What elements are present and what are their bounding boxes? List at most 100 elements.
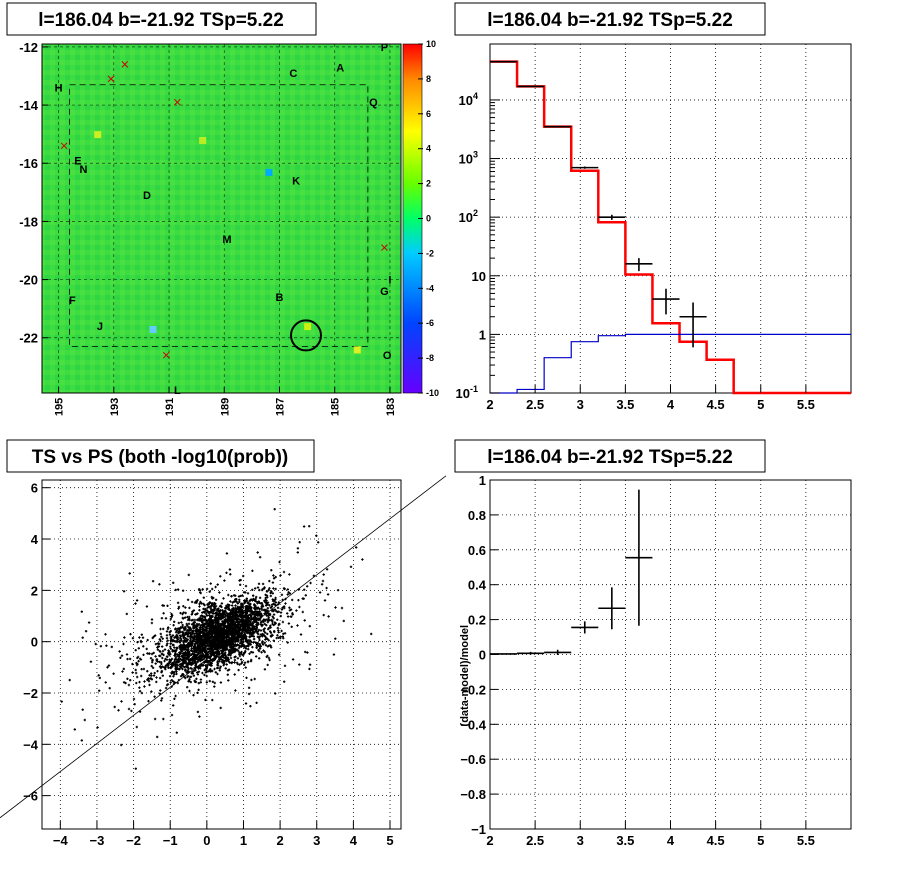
skymap-region-label: M	[222, 234, 231, 246]
tick-exponent: -1	[470, 384, 478, 394]
scatter-x-tick-label: −2	[126, 833, 141, 848]
scatter-x-tick-label: 0	[203, 833, 210, 848]
residual-y-tick-label: 0	[479, 648, 486, 663]
residual-x-tick-label: 3.5	[616, 833, 634, 848]
scatter-x-tick-label: −3	[90, 833, 105, 848]
residual-errorbar-point	[625, 489, 653, 626]
skymap-region-label: P	[381, 42, 388, 54]
scatter-x-tick-label: −1	[163, 833, 178, 848]
skymap-cross-marker	[107, 75, 115, 83]
skymap-title: l=186.04 b=-21.92 TSp=5.22	[38, 10, 284, 31]
residual-y-tick-label: 0.8	[468, 508, 486, 523]
colorbar-tick-label: -10	[426, 388, 439, 398]
skymap-frame	[41, 43, 402, 394]
scatter-y-tick-label: 0	[31, 635, 38, 650]
spectrum-y-tick-label: 103	[459, 150, 478, 167]
spectrum-y-tick-label: 10-1	[456, 384, 478, 401]
residual-y-tick-label: −1	[471, 822, 486, 837]
skymap-y-tick-label: -12	[19, 40, 38, 55]
colorbar-tick-label: -6	[426, 318, 434, 328]
residual-y-tick-label: −0.8	[460, 787, 486, 802]
scatter-title: TS vs PS (both -log10(prob))	[32, 447, 289, 468]
scatter-y-tick-label: −6	[23, 789, 38, 804]
skymap-region-label: E	[74, 155, 81, 167]
scatter-reference-line	[0, 475, 447, 819]
skymap-region-label: O	[383, 350, 392, 362]
residual-x-tick-label: 5.5	[797, 833, 815, 848]
scatter-x-tick-label: 2	[276, 833, 283, 848]
skymap-markers: P A C H Q EN K D M IG B F J O L	[55, 42, 392, 397]
background-step-line	[490, 333, 851, 394]
model-step-line	[490, 60, 851, 395]
ts-vs-ps-panel: −4 −3 −2 −1 0 1 2 3 4 5 6 4 2 0 −2 −4 −6	[23, 479, 402, 848]
skymap-region-label: B	[276, 292, 284, 304]
skymap-y-tick-label: -18	[19, 214, 38, 229]
residual-y-tick-label: −0.4	[460, 717, 486, 732]
skymap-region-label: C	[289, 68, 297, 80]
scatter-point-cloud	[60, 508, 373, 770]
colorbar-tick-label: 2	[426, 179, 431, 189]
spectrum-x-tick-label: 5.5	[797, 397, 815, 412]
skymap-gridlines	[42, 44, 401, 393]
spectrum-y-tick-label: 10	[472, 269, 486, 284]
skymap-x-tick-label: 185	[330, 398, 342, 416]
skymap-hotspot	[265, 168, 273, 176]
scatter-x-tick-label: 4	[350, 833, 358, 848]
skymap-x-tick-label: 187	[274, 398, 286, 416]
skymap-cross-marker	[162, 351, 170, 359]
residual-errorbar-point	[517, 651, 545, 655]
residual-x-tick-label: 2.5	[526, 833, 544, 848]
data-errorbar-point	[571, 166, 599, 169]
skymap-source-circle	[290, 319, 323, 352]
tick-exponent: 3	[473, 150, 478, 160]
scatter-x-tick-label: 5	[386, 833, 393, 848]
scatter-y-tick-label: 6	[31, 481, 38, 496]
skymap-y-tick-label: -22	[19, 331, 38, 346]
residual-title: l=186.04 b=-21.92 TSp=5.22	[487, 447, 733, 468]
data-errorbar-point	[625, 258, 653, 272]
colorbar-tick-label: 8	[426, 74, 431, 84]
spectrum-y-tick-label: 102	[459, 208, 478, 225]
spectrum-x-tick-label: 5	[757, 397, 764, 412]
skymap-region-label: G	[380, 286, 389, 298]
skymap-region-label: K	[292, 176, 300, 188]
residual-axis-ticks: 2 2.5 3 3.5 4 4.5 5 5.5 1 0.8 0.6 0.4 0.2 0 −0.2 −0.4 −0…	[460, 473, 815, 848]
residual-y-tick-label: −0.6	[460, 752, 486, 767]
data-errorbar-point	[652, 288, 680, 315]
residual-title-box: l=186.04 b=-21.92 TSp=5.22	[454, 439, 766, 473]
tick-exponent: 4	[473, 91, 478, 101]
skymap-y-tick-label: -20	[19, 273, 38, 288]
spectrum-x-tick-label: 3.5	[616, 397, 634, 412]
data-errorbar-point	[517, 85, 545, 88]
skymap-region-label: N	[79, 164, 87, 176]
skymap-hotspot	[199, 136, 207, 144]
skymap-title-box: l=186.04 b=-21.92 TSp=5.22	[6, 2, 317, 36]
colorbar-tick-label: -8	[426, 353, 434, 363]
skymap-region-label: F	[69, 295, 76, 307]
residual-y-tick-label: 0.4	[468, 578, 487, 593]
skymap-cross-marker	[381, 244, 388, 251]
scatter-frame	[41, 479, 402, 830]
skymap-x-tick-label: 193	[109, 398, 121, 416]
skymap-hotspot	[304, 323, 312, 331]
skymap-x-tick-label: 189	[219, 398, 231, 416]
residual-y-tick-label: 0.6	[468, 543, 486, 558]
skymap-region-label: A	[336, 62, 344, 74]
scatter-y-tick-label: −2	[23, 686, 38, 701]
spectrum-x-tick-label: 2.5	[526, 397, 544, 412]
residual-x-tick-label: 5	[757, 833, 764, 848]
residual-errorbar-point	[598, 587, 626, 630]
colorbar-tick-label: 0	[426, 214, 431, 224]
scatter-x-tick-label: 3	[313, 833, 320, 848]
residual-y-tick-label: 1	[479, 473, 486, 488]
skymap-region-label: J	[97, 321, 103, 333]
data-errorbar-point	[598, 214, 626, 220]
skymap-x-tick-label: 191	[164, 398, 176, 416]
skymap-panel: P A C H Q EN K D M IG B F J O L 10 8 6 4 2 0 -2 -4 -6 -8 -10 195…	[19, 39, 439, 416]
colorbar-ticks: 10 8 6 4 2 0 -2 -4 -6 -8 -10	[418, 39, 439, 398]
colorbar-tick-label: 10	[426, 39, 436, 49]
residual-y-tick-label: −0.2	[460, 682, 486, 697]
spectrum-y-tick-label: 1	[479, 327, 486, 342]
